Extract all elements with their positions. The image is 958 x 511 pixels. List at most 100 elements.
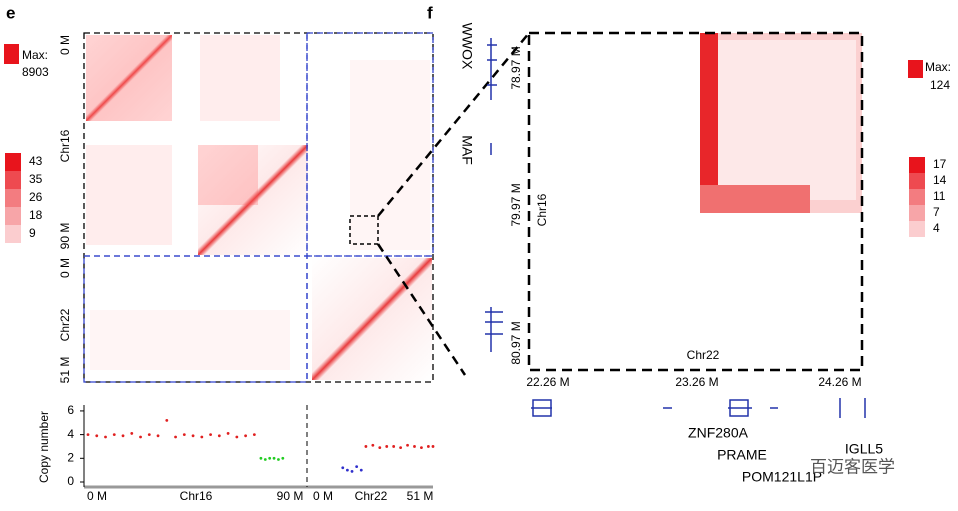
cn-point (244, 434, 248, 438)
cn-point (147, 433, 151, 437)
cn-point (209, 433, 212, 437)
y-tick-label: 4 (67, 427, 74, 441)
cn-point (385, 445, 389, 448)
scale-swatch (5, 171, 21, 189)
scale-swatch (909, 157, 925, 173)
cn-point (355, 465, 359, 468)
axis-label: Chr22 (355, 489, 388, 503)
axis-label: 51 M (407, 489, 434, 503)
y-tick-label: 6 (67, 403, 74, 417)
axis-label: Chr22 (58, 308, 72, 341)
axis-label: 23.26 M (675, 375, 718, 389)
y-tick-label: 0 (67, 474, 74, 488)
cn-point (130, 432, 134, 435)
gene-label: IGLL5 (845, 441, 883, 457)
cn-point (104, 435, 107, 439)
scale-label: 43 (29, 154, 43, 168)
scale-swatch (909, 173, 925, 189)
heatmap-e (83, 32, 530, 383)
scale-label: 14 (933, 173, 947, 187)
cn-point (263, 458, 267, 461)
axis-label: 90 M (277, 489, 304, 503)
panel-label: f (427, 3, 433, 22)
cn-point (378, 446, 382, 450)
gene-label: POM121L1P (742, 469, 822, 485)
panel-label: e (6, 3, 15, 22)
scale-label: 11 (933, 189, 946, 203)
scale-swatch (5, 153, 21, 171)
copy-number-plot: 0 2 4 6 (67, 403, 435, 489)
axis-label: 24.26 M (818, 375, 861, 389)
axis-label: Chr16 (58, 129, 72, 162)
cn-point (200, 435, 204, 439)
scale-label: 4 (933, 221, 940, 235)
cn-point (426, 445, 430, 448)
axis-label: 0 M (58, 258, 72, 278)
cn-point (252, 433, 256, 437)
axis-label: 0 M (313, 489, 333, 503)
cn-point (268, 456, 272, 460)
scale-swatch (5, 207, 21, 225)
heatmap-f (527, 31, 864, 372)
axis-label: 0 M (87, 489, 107, 503)
legend-label: Max: (925, 60, 951, 74)
axis-name: Chr22 (687, 348, 720, 362)
axis-name: Chr16 (535, 193, 549, 226)
cn-point (156, 434, 160, 438)
y-tick-label: 2 (67, 450, 74, 464)
scale-swatch (5, 189, 21, 207)
cn-point (95, 434, 99, 438)
axis-label: 90 M (58, 223, 72, 250)
scale-swatch (909, 189, 925, 205)
cn-point (350, 469, 354, 473)
cn-point (165, 419, 169, 422)
cn-point (226, 432, 230, 435)
cn-point (86, 433, 90, 437)
scale-swatch (909, 221, 925, 237)
scale-label: 7 (933, 205, 940, 219)
cn-point (406, 443, 409, 447)
cn-point (182, 433, 186, 437)
cn-point (121, 434, 125, 438)
legend-label: Max: (22, 48, 48, 62)
legend-swatch (4, 44, 19, 64)
gene-label: WWOX (459, 23, 475, 70)
gene-label: PRAME (717, 447, 767, 463)
cn-point (174, 435, 177, 439)
scale-label: 17 (933, 157, 947, 171)
axis-labels-e: 0 M Chr16 90 M 0 M Chr22 51 M 0 M Chr16 … (37, 35, 433, 503)
axis-label: 78.97 M (509, 46, 523, 89)
legend-value: 124 (930, 78, 950, 92)
gene-tracks (485, 38, 866, 418)
scale-label: 26 (29, 190, 43, 204)
axis-label: 80.97 M (509, 321, 523, 364)
y-axis-label: Copy number (37, 411, 51, 483)
scale-swatch (5, 225, 21, 243)
cn-point (431, 445, 435, 448)
scale-label: 18 (29, 208, 43, 222)
legend-value: 8903 (22, 65, 49, 79)
cn-point (281, 456, 285, 460)
axis-label: Chr16 (180, 489, 213, 503)
gene-label: MAF (459, 135, 475, 165)
gene-label: ZNF280A (688, 425, 749, 441)
scale-swatch (909, 205, 925, 221)
scale-label: 9 (29, 226, 36, 240)
axis-label: 0 M (58, 35, 72, 55)
cn-point (272, 456, 276, 460)
cn-point (277, 458, 280, 461)
cn-point (217, 434, 221, 438)
cn-point (345, 468, 349, 472)
cn-point (392, 445, 396, 448)
cn-point (359, 468, 363, 472)
axis-label: 51 M (58, 357, 72, 384)
cn-point (399, 446, 403, 450)
cn-point (259, 456, 263, 460)
cn-point (364, 445, 368, 448)
cn-point (112, 433, 116, 437)
axis-labels-f: WWOX MAF 78.97 M 79.97 M 80.97 M Chr16 2… (459, 23, 883, 485)
cn-point (191, 434, 195, 438)
legend-swatch (908, 60, 923, 78)
cn-point (341, 466, 345, 470)
